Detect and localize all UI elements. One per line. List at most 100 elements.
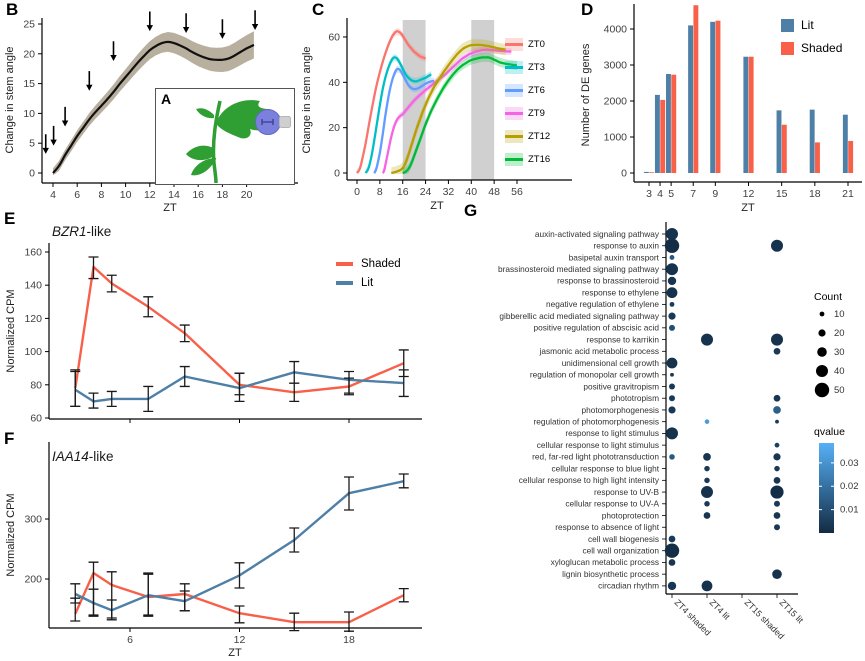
go-dot: [704, 501, 710, 507]
bar-shaded-zt9: [715, 20, 721, 173]
tick-label: 120: [24, 313, 42, 325]
tick-label: 48: [488, 186, 500, 198]
go-dot: [669, 395, 675, 402]
shade-period-band: [471, 20, 495, 180]
tick-label: 18: [217, 189, 229, 201]
zt-series-legend: ZT0 ZT3 ZT6 ZT9 ZT12 ZT16: [505, 38, 550, 176]
error-bar: [143, 296, 154, 318]
legend-key-ZT16: [505, 153, 523, 166]
bar-shaded-zt15: [781, 124, 787, 173]
legend-line: [505, 158, 523, 161]
count-legend-label: 30: [834, 347, 845, 358]
go-term-label: cell wall biogenesis: [588, 534, 659, 544]
tick-label: 5: [668, 188, 674, 200]
error-bar: [70, 370, 81, 408]
gene-suffix: -like: [86, 224, 112, 239]
legend-item-shaded: Shaded: [336, 258, 401, 270]
lit-shaded-legend: Lit Shaded: [781, 18, 842, 64]
go-term-label: response to UV-B: [594, 487, 659, 497]
go-term-label: photoprotection: [602, 510, 660, 520]
stem-angle-time-chart: 0 5 10 15 20 25 4 6 8 10 12 14 16 18 20 ZT Change in ste…: [4, 10, 298, 214]
tick-label: 80: [30, 379, 42, 391]
count-legend-label: 50: [834, 385, 845, 396]
go-dot: [774, 524, 780, 531]
go-dot: [666, 287, 678, 299]
series-line-ZT3: [364, 56, 432, 174]
bar-lit-zt4: [654, 94, 660, 173]
go-term-label: positive gravitropism: [583, 381, 659, 391]
tick-label: 18: [343, 634, 355, 646]
legend-label: ZT3: [528, 62, 545, 73]
go-dot: [669, 454, 675, 460]
legend-line: [505, 43, 523, 46]
plant-and-lamp-illustration: [186, 100, 291, 184]
count-legend-dot: [817, 347, 827, 357]
go-dot: [664, 238, 680, 253]
error-bar: [234, 372, 245, 403]
go-term-label: unidimensional cell growth: [562, 358, 660, 368]
go-dot: [667, 581, 677, 591]
treatment-arrow-head: [61, 120, 69, 127]
tick-label: 12: [144, 189, 156, 201]
go-dot: [668, 312, 676, 320]
go-dot: [669, 301, 675, 307]
error-bar: [106, 274, 117, 293]
bar-lit-zt12: [743, 56, 749, 173]
qvalue-tick-label: 0.01: [840, 505, 859, 516]
tick-label: 60: [328, 31, 340, 43]
go-dot: [703, 453, 711, 461]
error-bar: [179, 590, 190, 612]
tick-label: 15: [23, 78, 35, 90]
go-dot: [704, 465, 710, 472]
series-line-ZT16: [402, 56, 518, 175]
go-term-label: circadian rhythm: [598, 581, 659, 591]
tick-label: 25: [23, 19, 35, 31]
y-axis-title: Change in stem angle: [4, 46, 16, 153]
go-term-label: positive regulation of abscisic acid: [534, 323, 660, 333]
legend-line: [336, 262, 353, 266]
go-term-label: cell wall organization: [582, 546, 659, 556]
tick-label: 18: [809, 188, 821, 200]
legend-item-ZT16: ZT16: [505, 153, 550, 166]
tick-label: 100: [24, 346, 42, 358]
y-axis-title: Number of DE genes: [580, 43, 592, 146]
tick-label: 60: [30, 413, 42, 425]
tick-label: 20: [241, 189, 253, 201]
legend-label: Shaded: [801, 41, 843, 55]
tick-label: 7: [690, 188, 696, 200]
tick-label: 40: [328, 77, 340, 89]
tick-label: 4: [50, 189, 56, 201]
error-bar: [106, 599, 117, 621]
legend-label: ZT0: [528, 39, 545, 50]
error-bar: [143, 385, 154, 413]
tick-label: 14: [168, 189, 180, 201]
tick-label: 2000: [604, 96, 628, 108]
gene-suffix: -like: [88, 449, 114, 464]
panel-c-label: C: [312, 0, 325, 19]
tick-label: 140: [24, 280, 42, 292]
go-dot: [666, 228, 678, 240]
go-dot: [774, 500, 780, 507]
plant-leaflet: [196, 108, 214, 119]
panel-e-title: BZR1-like: [52, 225, 111, 239]
tick-label: 16: [397, 186, 409, 198]
error-bar: [106, 390, 117, 408]
go-dot: [669, 324, 675, 331]
go-dot: [666, 263, 678, 276]
legend-key-ZT12: [505, 130, 523, 143]
treatment-arrow-head: [219, 32, 226, 39]
x-axis-title: ZT: [163, 202, 177, 214]
legend-item-ZT3: ZT3: [505, 61, 550, 74]
legend-key-ZT0: [505, 38, 523, 51]
legend-line: [505, 66, 523, 69]
bar-shaded-zt18: [815, 142, 820, 173]
go-term-label: photomorphogenesis: [582, 405, 660, 415]
go-dot: [772, 569, 782, 579]
go-dot: [666, 357, 678, 369]
go-term-label: brassinosteroid mediated signaling pathw…: [498, 264, 660, 274]
error-bar: [234, 562, 245, 589]
qvalue-tick-label: 0.03: [840, 458, 859, 469]
series-line-ZT6: [373, 67, 435, 174]
go-term-label: cellular response to blue light: [552, 463, 660, 473]
go-dot: [668, 406, 676, 414]
